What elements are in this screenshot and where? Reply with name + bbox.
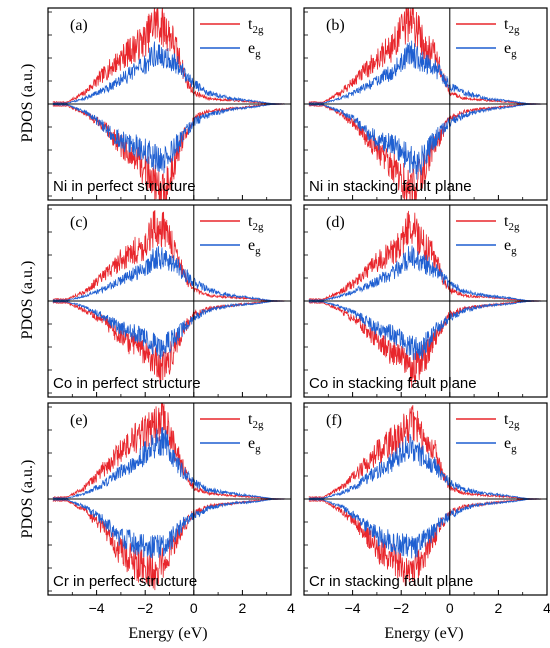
legend-label: eg (504, 237, 517, 257)
panel-tag: (f) (326, 412, 342, 429)
legend-entry-t2g: t2g (456, 411, 520, 431)
panel-a: (a) Ni in perfect structure t2g eg (47, 7, 292, 201)
legend-label: eg (248, 237, 261, 257)
legend-entry-t2g: t2g (200, 16, 264, 36)
panel-tag: (c) (70, 214, 88, 231)
legend-entry-eg: eg (200, 40, 261, 60)
series-t2g-up-a (52, 8, 291, 105)
legend-entry-eg: eg (200, 435, 261, 455)
legend-label: eg (504, 40, 517, 60)
panel-caption: Cr in perfect structure (53, 573, 197, 590)
panel-caption: Co in perfect structure (53, 375, 201, 392)
legend-label: t2g (504, 16, 520, 36)
x-tick-label: −2 (393, 600, 409, 616)
panel-tag: (d) (326, 214, 345, 231)
series-eg-down-f (308, 498, 547, 559)
series-eg-down-c (52, 300, 291, 360)
panel-c: (c) Co in perfect structure t2g eg (47, 204, 292, 398)
series-t2g-up-d (308, 210, 547, 302)
legend-label: eg (248, 40, 261, 60)
x-tick-label: 2 (239, 600, 247, 616)
legend-label: t2g (504, 213, 520, 233)
series-t2g-down-c (52, 300, 291, 385)
legend-entry-eg: eg (200, 237, 261, 257)
x-tick-label: 0 (190, 600, 198, 616)
series-eg-up-f (308, 433, 547, 500)
series-t2g-down-d (308, 300, 547, 388)
panel-tag: (b) (326, 17, 345, 34)
legend-label: t2g (248, 213, 264, 233)
ylabel-row-1: PDOS (a.u.) (19, 64, 36, 143)
panel-caption: Co in stacking fault plane (309, 375, 477, 392)
series-eg-down-b (308, 103, 547, 180)
panels-group: (a) Ni in perfect structure t2g eg (b) Ni in … (47, 7, 550, 616)
series-t2g-up-f (308, 405, 547, 500)
panel-d: (d) Co in stacking fault plane t2g eg (303, 204, 548, 398)
ylabel-row-3: PDOS (a.u.) (19, 460, 36, 539)
panel-caption: Ni in stacking fault plane (309, 178, 472, 195)
legend-entry-t2g: t2g (456, 213, 520, 233)
panel-caption: Cr in stacking fault plane (309, 573, 473, 590)
ylabel-row-2: PDOS (a.u.) (19, 261, 36, 340)
xlabel-left: Energy (eV) (128, 625, 207, 642)
series-eg-up-b (308, 40, 547, 105)
x-tick-label: −4 (89, 600, 105, 616)
legend-label: t2g (248, 411, 264, 431)
panel-b: (b) Ni in stacking fault plane t2g eg (303, 7, 548, 201)
xlabel-right: Energy (eV) (384, 625, 463, 642)
series-eg-up-d (308, 245, 547, 302)
series-eg-down-d (308, 300, 547, 361)
panel-e: −4 −2 0 2 4 (e) Cr in perfect structure t2g eg (47, 402, 295, 616)
panel-tag: (e) (70, 412, 88, 429)
legend-label: eg (504, 435, 517, 455)
x-tick-label: 4 (543, 600, 550, 616)
legend-entry-t2g: t2g (200, 213, 264, 233)
legend-label: t2g (248, 16, 264, 36)
series-eg-down-e (52, 498, 291, 559)
panel-f: −4 −2 0 2 4 (f) Cr in stacking fault plane t2g e… (303, 402, 550, 616)
legend-label: t2g (504, 411, 520, 431)
legend-entry-eg: eg (456, 237, 517, 257)
panel-caption: Ni in perfect structure (53, 178, 196, 195)
x-tick-label: −2 (137, 600, 153, 616)
x-tick-label: 0 (446, 600, 454, 616)
legend-entry-eg: eg (456, 435, 517, 455)
series-t2g-down-a (52, 103, 291, 200)
panel-tag: (a) (70, 17, 88, 34)
legend-label: eg (248, 435, 261, 455)
x-tick-label: −4 (345, 600, 361, 616)
series-eg-up-e (52, 427, 291, 500)
x-tick-label: 2 (495, 600, 503, 616)
series-eg-down-a (52, 103, 291, 174)
legend-entry-eg: eg (456, 40, 517, 60)
series-eg-up-c (52, 246, 291, 302)
legend-entry-t2g: t2g (200, 411, 264, 431)
x-tick-label: 4 (287, 600, 295, 616)
series-eg-up-a (52, 41, 291, 105)
legend-entry-t2g: t2g (456, 16, 520, 36)
